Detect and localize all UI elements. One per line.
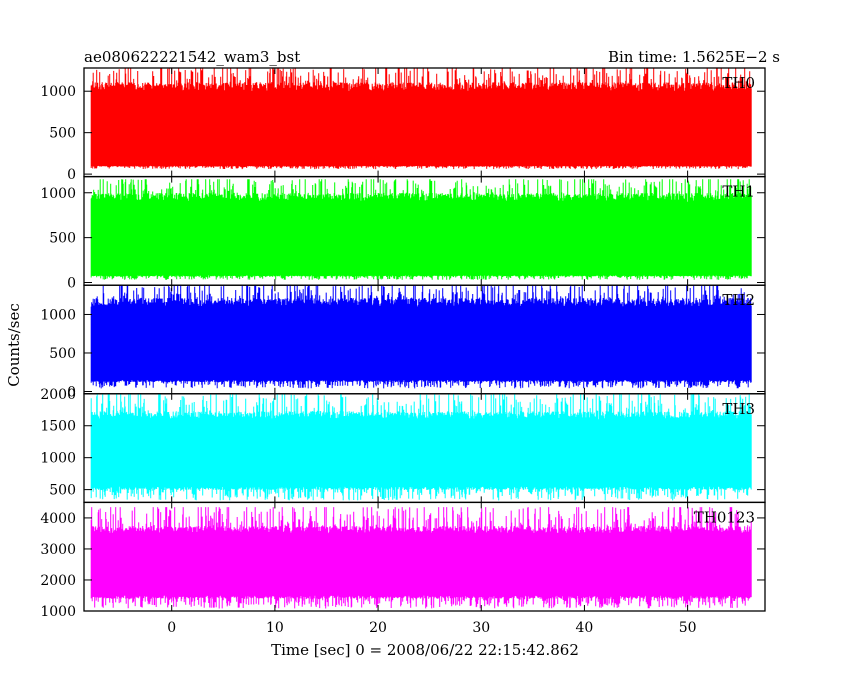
panel-th3: 500 1000 1500 2000 TH3 bbox=[40, 387, 766, 504]
panel-th0123: 1000 2000 3000 4000 TH0123 bbox=[40, 501, 766, 620]
panel-th2: 0 500 1000 TH2 bbox=[40, 284, 766, 400]
panel-th1: 0 500 1000 TH1 bbox=[40, 175, 766, 292]
y-tick-label: 0 bbox=[67, 276, 76, 292]
y-tick-label: 500 bbox=[49, 346, 76, 362]
series-th1 bbox=[90, 179, 752, 280]
y-tick-label: 1000 bbox=[40, 186, 76, 202]
y-tick-label: 2000 bbox=[40, 573, 76, 589]
y-tick-label: 1500 bbox=[40, 419, 76, 435]
y-tick-label: 500 bbox=[49, 231, 76, 247]
y-tick-label: 500 bbox=[49, 483, 76, 499]
y-tick-label: 2000 bbox=[40, 387, 76, 403]
y-tick-label: 1000 bbox=[40, 604, 76, 620]
y-tick-label: 500 bbox=[49, 126, 76, 142]
y-tick-label: 0 bbox=[67, 167, 76, 183]
y-tick-label: 4000 bbox=[40, 511, 76, 527]
x-tick-label: 50 bbox=[679, 620, 697, 636]
panel-th0: 0 500 1000 TH0 bbox=[40, 67, 766, 183]
chart-title: ae080622221542_wam3_bst bbox=[84, 48, 300, 66]
y-axis-label: Counts/sec bbox=[5, 303, 23, 387]
y-tick-label: 1000 bbox=[40, 451, 76, 467]
y-tick-label: 3000 bbox=[40, 542, 76, 558]
y-tick-label: 1000 bbox=[40, 84, 76, 100]
series-th3 bbox=[90, 393, 752, 501]
x-tick-label: 0 bbox=[167, 620, 176, 636]
x-axis-label: Time [sec] 0 = 2008/06/22 22:15:42.862 bbox=[271, 641, 579, 659]
series-name-th0123: TH0123 bbox=[694, 508, 755, 526]
series-name-th2: TH2 bbox=[722, 291, 755, 309]
series-name-th0: TH0 bbox=[722, 74, 755, 92]
panel-frame bbox=[83, 501, 766, 612]
series-th0123 bbox=[90, 507, 752, 609]
x-tick-label: 20 bbox=[369, 620, 387, 636]
bin-time-label: Bin time: 1.5625E−2 s bbox=[608, 48, 780, 66]
series-name-th1: TH1 bbox=[722, 183, 755, 201]
x-tick-label: 40 bbox=[576, 620, 594, 636]
x-tick-label: 10 bbox=[266, 620, 284, 636]
series-name-th3: TH3 bbox=[722, 400, 755, 418]
series-th2 bbox=[90, 285, 752, 389]
y-tick-label: 1000 bbox=[40, 307, 76, 323]
x-tick-label: 30 bbox=[472, 620, 490, 636]
series-th0 bbox=[90, 68, 752, 170]
y-tick-label: 0 bbox=[67, 384, 76, 400]
